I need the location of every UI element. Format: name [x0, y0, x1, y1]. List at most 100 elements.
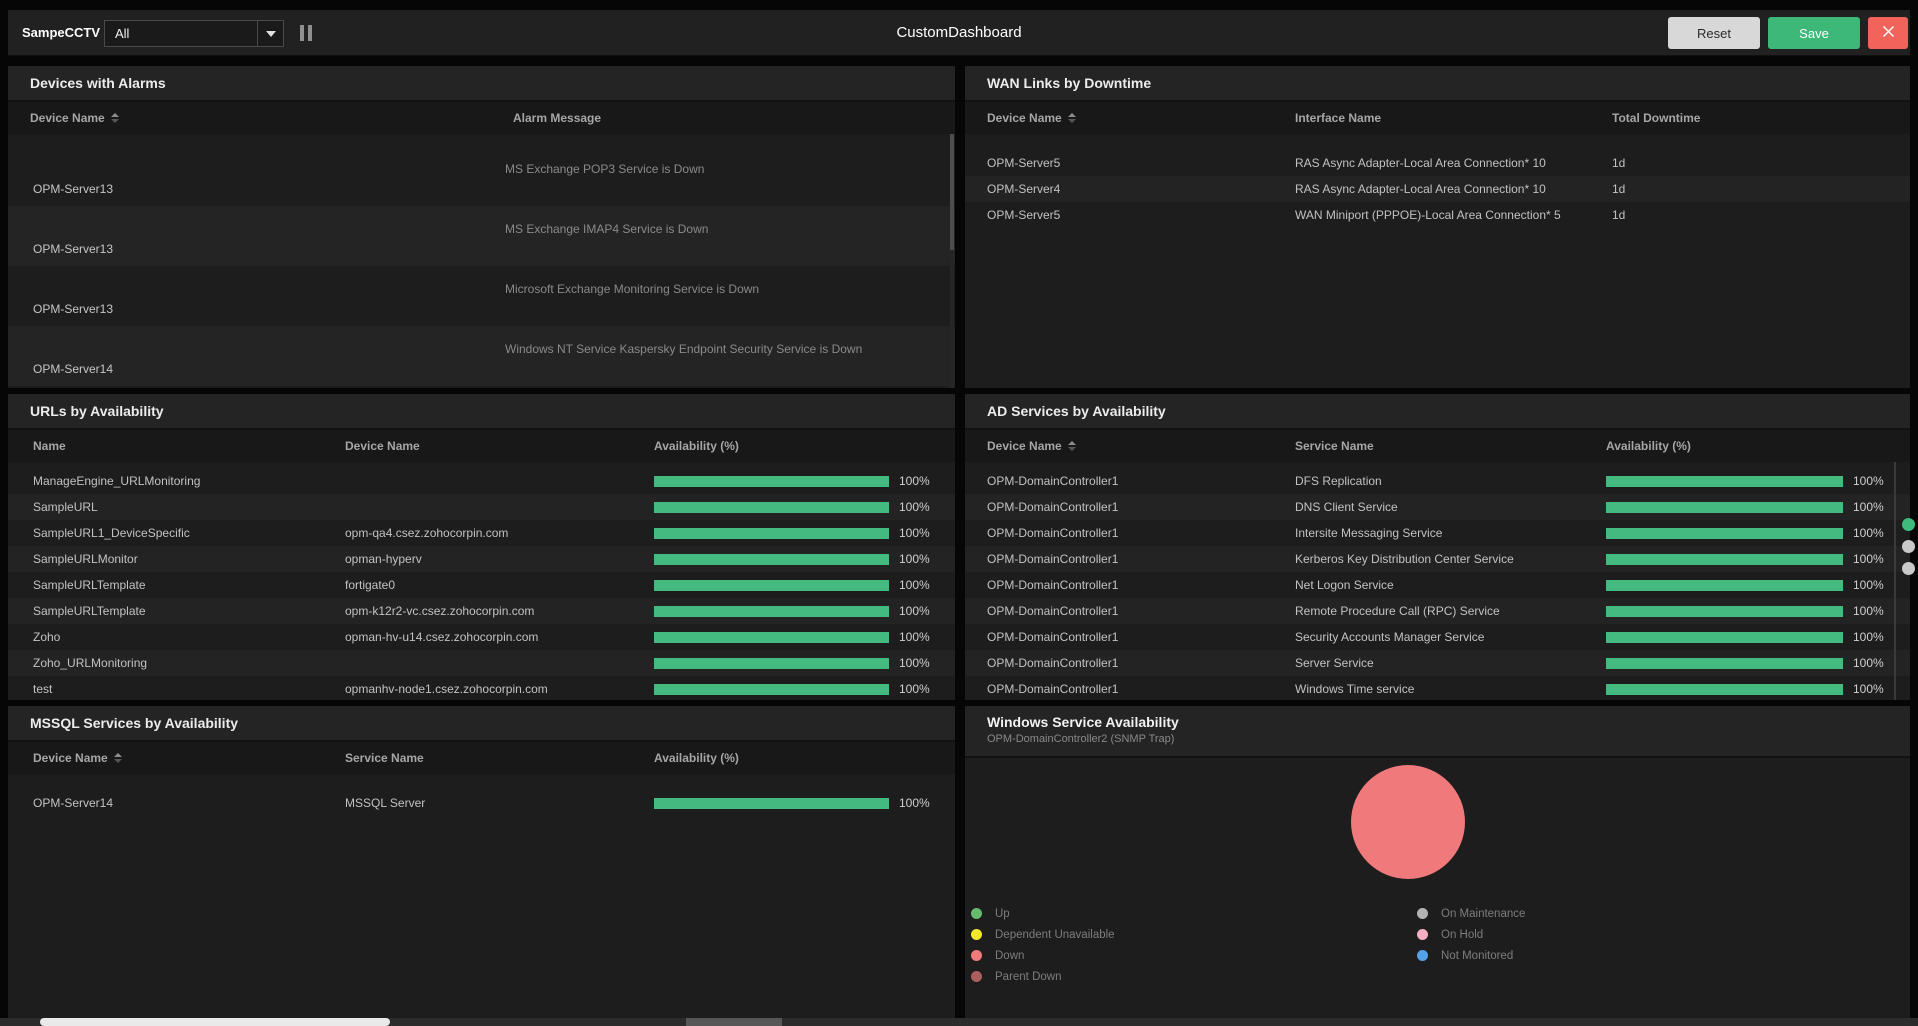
legend-item[interactable]: Parent Down — [971, 966, 1115, 987]
widget-devices-with-alarms: Devices with Alarms Device Name Alarm Me… — [8, 66, 955, 388]
table-row[interactable]: SampleURLTemplate opm-k12r2-vc.csez.zoho… — [8, 598, 955, 624]
availability-value: 100% — [1853, 604, 1884, 618]
vertical-scrollbar[interactable] — [950, 134, 954, 388]
sort-icon[interactable] — [113, 753, 122, 763]
device-name: OPM-Server13 — [33, 182, 114, 196]
column-header-availability[interactable]: Availability (%) — [1606, 439, 1691, 453]
widget-mssql-services-by-availability: MSSQL Services by Availability Device Na… — [8, 706, 955, 1018]
table-row[interactable]: OPM-Server5 RAS Async Adapter-Local Area… — [965, 150, 1910, 176]
legend-item[interactable]: Down — [971, 945, 1115, 966]
table-row[interactable]: OPM-DomainController1 Security Accounts … — [965, 624, 1910, 650]
table-row[interactable]: MS Exchange POP3 Service is Down OPM-Ser… — [8, 146, 955, 206]
availability-bar — [1606, 579, 1843, 591]
service-name: MSSQL Server — [345, 796, 426, 810]
table-body: OPM-DomainController1 DFS Replication 10… — [965, 462, 1910, 700]
availability-bar — [654, 501, 889, 513]
page-indicator-dot[interactable] — [1902, 562, 1915, 575]
table-row[interactable]: SampleURL 100% — [8, 494, 955, 520]
table-row[interactable]: OPM-DomainController1 Intersite Messagin… — [965, 520, 1910, 546]
table-row[interactable]: Zoho opman-hv-u14.csez.zohocorpin.com 10… — [8, 624, 955, 650]
pie-legend-right: On Maintenance On Hold Not Monitored — [1417, 903, 1525, 966]
interface-name: RAS Async Adapter-Local Area Connection*… — [1295, 156, 1546, 170]
table-row[interactable]: OPM-DomainController1 Server Service 100… — [965, 650, 1910, 676]
column-header-device-name[interactable]: Device Name — [987, 439, 1295, 453]
vertical-scrollbar[interactable] — [1894, 462, 1896, 700]
table-row[interactable]: OPM-Server5 WAN Miniport (PPPOE)-Local A… — [965, 202, 1910, 228]
sort-icon[interactable] — [1067, 113, 1076, 123]
column-header-service-name[interactable]: Service Name — [1295, 439, 1374, 453]
column-header-device-name[interactable]: Device Name — [30, 111, 513, 125]
scrollbar-segment[interactable] — [686, 1018, 782, 1026]
table-row[interactable]: OPM-DomainController1 Remote Procedure C… — [965, 598, 1910, 624]
availability-value: 100% — [899, 656, 930, 670]
table-row[interactable]: SampleURLMonitor opman-hyperv 100% — [8, 546, 955, 572]
service-name: DNS Client Service — [1295, 500, 1398, 514]
table-row[interactable]: Zoho_URLMonitoring 100% — [8, 650, 955, 676]
table-row[interactable]: Windows NT Service Kaspersky Endpoint Se… — [8, 326, 955, 386]
alarm-message: MS Exchange IMAP4 Service is Down — [505, 222, 709, 236]
scrollbar-thumb[interactable] — [40, 1018, 390, 1026]
url-name: ManageEngine_URLMonitoring — [33, 474, 201, 488]
table-row[interactable]: test opmanhv-node1.csez.zohocorpin.com 1… — [8, 676, 955, 700]
horizontal-scrollbar[interactable] — [0, 1018, 1918, 1026]
column-header-device-name[interactable]: Device Name — [345, 439, 420, 453]
device-name: opmanhv-node1.csez.zohocorpin.com — [345, 682, 548, 696]
table-row[interactable]: OPM-Server4 RAS Async Adapter-Local Area… — [965, 176, 1910, 202]
availability-value: 100% — [899, 474, 930, 488]
device-name: OPM-Server5 — [987, 208, 1061, 222]
column-header-device-name[interactable]: Device Name — [33, 751, 345, 765]
availability-bar — [654, 683, 889, 695]
table-row[interactable]: ManageEngine_URLMonitoring 100% — [8, 468, 955, 494]
column-header-availability[interactable]: Availability (%) — [654, 751, 739, 765]
service-name: Windows Time service — [1295, 682, 1415, 696]
table-row[interactable]: OPM-DomainController1 DFS Replication 10… — [965, 468, 1910, 494]
table-row[interactable]: OPM-DomainController1 Net Logon Service … — [965, 572, 1910, 598]
view-filter-select[interactable]: All — [104, 20, 284, 47]
availability-bar — [1606, 683, 1843, 695]
legend-item[interactable]: Up — [971, 903, 1115, 924]
column-header-service-name[interactable]: Service Name — [345, 751, 424, 765]
scrollbar-thumb[interactable] — [950, 134, 954, 250]
availability-value: 100% — [899, 796, 930, 810]
legend-label: On Maintenance — [1441, 907, 1526, 920]
widget-title: URLs by Availability — [8, 394, 955, 430]
column-header-alarm-message[interactable]: Alarm Message — [513, 111, 602, 125]
chevron-down-icon[interactable] — [257, 21, 283, 46]
widget-title: MSSQL Services by Availability — [8, 706, 955, 742]
column-header-device-name[interactable]: Device Name — [987, 111, 1295, 125]
table-row[interactable]: Microsoft Exchange Monitoring Service is… — [8, 266, 955, 326]
close-button[interactable] — [1868, 17, 1908, 49]
legend-item[interactable]: On Maintenance — [1417, 903, 1525, 924]
table-row[interactable]: OPM-DomainController1 DNS Client Service… — [965, 494, 1910, 520]
availability-value: 100% — [899, 552, 930, 566]
table-row[interactable]: SampleURLTemplate fortigate0 100% — [8, 572, 955, 598]
page-indicator-dot[interactable] — [1902, 518, 1915, 531]
reset-button[interactable]: Reset — [1668, 17, 1760, 49]
table-row[interactable]: OPM-DomainController1 Windows Time servi… — [965, 676, 1910, 700]
device-name: OPM-Server14 — [33, 362, 114, 376]
table-row[interactable]: OPM-Server14 MSSQL Server 100% — [8, 790, 955, 816]
device-name: opman-hv-u14.csez.zohocorpin.com — [345, 630, 539, 644]
page-indicator-dot[interactable] — [1902, 540, 1915, 553]
pie-chart[interactable] — [1351, 765, 1465, 879]
save-button[interactable]: Save — [1768, 17, 1860, 49]
column-header-name[interactable]: Name — [33, 439, 66, 453]
sort-icon[interactable] — [1067, 441, 1076, 451]
table-row[interactable]: MS Exchange IMAP4 Service is Down OPM-Se… — [8, 206, 955, 266]
column-header-interface-name[interactable]: Interface Name — [1295, 111, 1382, 125]
legend-item[interactable]: Not Monitored — [1417, 945, 1525, 966]
legend-item[interactable]: Dependent Unavailable — [971, 924, 1115, 945]
column-header-availability[interactable]: Availability (%) — [654, 439, 739, 453]
device-name: OPM-DomainController1 — [987, 578, 1119, 592]
table-row[interactable]: SampleURL1_DeviceSpecific opm-qa4.csez.z… — [8, 520, 955, 546]
availability-value: 100% — [899, 604, 930, 618]
legend-label: Not Monitored — [1441, 949, 1514, 962]
column-header-total-downtime[interactable]: Total Downtime — [1612, 111, 1701, 125]
availability-bar — [1606, 631, 1843, 643]
table-body: OPM-Server14 MSSQL Server 100% — [8, 774, 955, 816]
table-row[interactable]: OPM-DomainController1 Kerberos Key Distr… — [965, 546, 1910, 572]
sort-icon[interactable] — [110, 113, 119, 123]
pause-icon[interactable] — [300, 25, 312, 41]
legend-item[interactable]: On Hold — [1417, 924, 1525, 945]
legend-color-dot — [1417, 929, 1428, 940]
